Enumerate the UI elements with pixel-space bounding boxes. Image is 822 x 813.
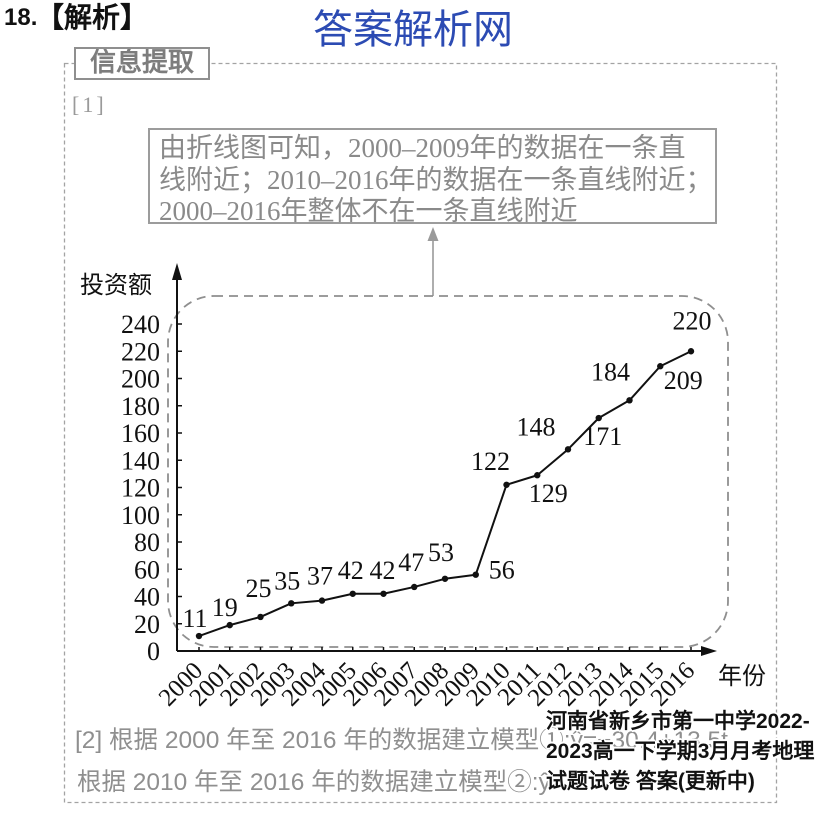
data-label: 171 xyxy=(583,422,622,451)
data-point xyxy=(687,348,695,355)
data-label: 129 xyxy=(529,479,568,508)
data-point xyxy=(288,600,295,607)
section-heading: 【解析】 xyxy=(36,1,149,34)
data-label: 47 xyxy=(398,548,424,577)
watermark-line: 2023高一下学期3月月考地理 xyxy=(546,740,815,763)
data-points xyxy=(195,348,695,640)
data-point xyxy=(411,583,418,591)
data-label: 148 xyxy=(517,412,556,441)
y-tick-label: 80 xyxy=(134,528,160,557)
callout-arrow-head xyxy=(427,227,439,241)
info-extraction-label: 信息提取 xyxy=(74,47,210,80)
y-tick-label: 0 xyxy=(147,637,160,666)
callout-line: 由折线图可知，2000–2009年的数据在一条直 xyxy=(159,133,686,163)
data-label: 19 xyxy=(212,593,238,622)
y-tick-label: 120 xyxy=(121,474,160,503)
y-tick-label: 140 xyxy=(121,446,160,475)
data-point xyxy=(318,597,326,604)
part2-line: 根据 2010 年至 2016 年的数据建立模型②:ŷ= xyxy=(77,769,566,796)
data-point xyxy=(195,632,203,640)
part1-marker: [1] xyxy=(72,92,107,117)
series-line xyxy=(198,350,692,637)
data-label: 184 xyxy=(591,357,630,386)
data-label: 25 xyxy=(246,574,272,603)
y-tick-label: 100 xyxy=(121,501,160,530)
data-point xyxy=(564,446,572,453)
data-point xyxy=(503,481,510,488)
y-tick-label: 200 xyxy=(121,365,160,394)
data-label: 56 xyxy=(489,556,515,585)
data-point xyxy=(349,590,356,597)
x-axis-label: 年份 xyxy=(718,662,766,690)
y-tick-label: 60 xyxy=(134,555,160,584)
y-tick-label: 220 xyxy=(121,337,160,366)
y-axis-label: 投资额 xyxy=(80,271,152,299)
callout-box: 由折线图可知，2000–2009年的数据在一条直 线附近；2010–2016年的… xyxy=(148,128,717,226)
callout-line: 2000–2016年整体不在一条直线附近 xyxy=(159,196,578,226)
callout-line: 线附近；2010–2016年的数据在一条直线附近； xyxy=(159,164,713,195)
y-tick-label: 20 xyxy=(134,610,160,639)
x-axis-ticks: 2000200120022003200420052006200720082009… xyxy=(154,647,700,712)
info-panel-border xyxy=(63,62,778,804)
data-point xyxy=(595,414,602,422)
y-axis-arrow xyxy=(172,263,182,280)
data-point xyxy=(380,590,387,597)
data-point xyxy=(472,571,479,578)
data-point xyxy=(257,613,264,621)
info-extraction-label-text: 信息提取 xyxy=(89,48,194,78)
watermark-line: 试题试卷 答案(更新中) xyxy=(546,770,755,793)
data-label: 220 xyxy=(673,306,712,335)
x-axis-arrow xyxy=(701,646,717,656)
y-tick-label: 180 xyxy=(121,392,160,421)
data-label: 35 xyxy=(274,566,300,595)
part2-line: [2] 根据 2000 年至 2016 年的数据建立模型①:ŷ=−30.4+13… xyxy=(75,727,728,754)
data-label: 42 xyxy=(370,556,396,585)
y-tick-label: 240 xyxy=(121,310,160,339)
data-label: 37 xyxy=(307,562,333,591)
y-tick-label: 160 xyxy=(121,419,160,448)
question-number: 18. xyxy=(4,4,38,31)
data-label: 122 xyxy=(471,447,510,476)
data-point xyxy=(657,363,664,370)
data-point xyxy=(441,575,449,582)
data-label: 53 xyxy=(428,538,454,567)
data-label: 42 xyxy=(338,556,364,585)
data-label: 11 xyxy=(182,604,207,633)
site-title: 答案解析网 xyxy=(313,7,513,53)
data-point xyxy=(626,397,633,404)
data-label: 209 xyxy=(664,366,703,395)
watermark-line: 河南省新乡市第一中学2022- xyxy=(546,710,810,733)
callout-arrow xyxy=(427,227,439,296)
y-tick-label: 40 xyxy=(134,583,160,612)
data-point xyxy=(534,472,541,479)
trend-highlight-box xyxy=(167,295,729,648)
data-point xyxy=(226,621,233,629)
watermark: 河南省新乡市第一中学2022- 2023高一下学期3月月考地理 试题试卷 答案(… xyxy=(546,707,814,797)
